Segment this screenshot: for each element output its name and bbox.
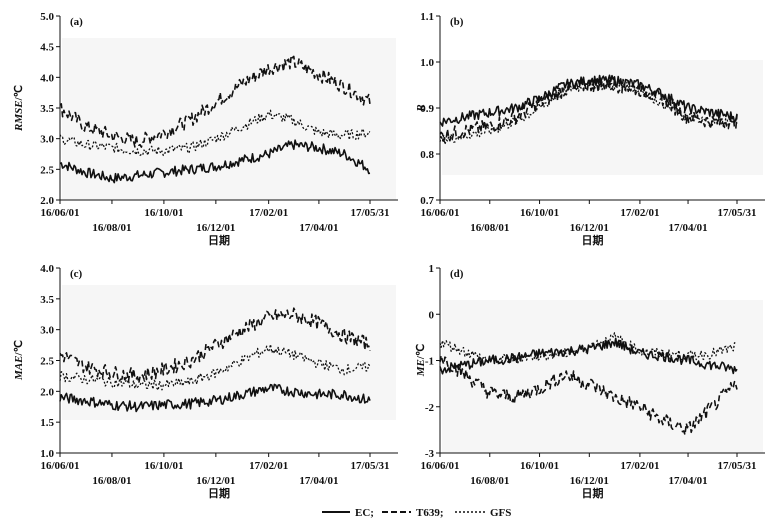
x-tick-label: 16/08/01 [470, 475, 509, 487]
y-tick-label: 3.5 [40, 103, 54, 115]
legend: EC; T639; GFS [322, 507, 511, 519]
x-tick-label: 16/10/01 [520, 460, 559, 472]
panel-a: 2.0 2.5 3.0 3.5 4.0 4.5 5.0 16/06/01 16/10/01 17/… [13, 11, 398, 247]
x-tick-label: 17/02/01 [620, 460, 659, 472]
panel-label: (d) [450, 268, 464, 280]
x-axis-title: 日期 [582, 233, 604, 247]
series-line-t639 [439, 354, 738, 436]
panel-b: 0.7 0.8 0.9 1.0 1.1 16/06/01 16/10/01 17/02/01 1… [415, 11, 765, 247]
x-tick-label: 16/10/01 [520, 207, 559, 219]
y-tick-label: 0.7 [420, 195, 434, 207]
x-tick-label: 16/12/01 [570, 475, 609, 487]
x-tick-label: 16/10/01 [144, 460, 183, 472]
x-tick-label: 17/02/01 [620, 207, 659, 219]
y-tick-label: 1.0 [420, 57, 434, 69]
y-tick-label: 3.0 [40, 325, 54, 337]
x-tick-label: 16/08/01 [92, 222, 131, 234]
y-tick-label: 4.0 [40, 72, 54, 84]
panel-c: 1.0 1.5 2.0 2.5 3.0 3.5 4.0 16/06/01 16/10/01 17/… [13, 263, 398, 500]
x-tick-label: 16/06/01 [40, 207, 79, 219]
y-tick-label: 5.0 [40, 11, 54, 23]
y-tick-label: 0.8 [420, 149, 434, 161]
y-tick-label: 2.5 [40, 164, 54, 176]
series-line-gfs [439, 79, 738, 146]
series-line-gfs [439, 332, 738, 365]
x-tick-label: 17/04/01 [299, 222, 338, 234]
x-axis-title: 日期 [582, 486, 604, 500]
x-tick-label: 17/04/01 [668, 475, 707, 487]
x-tick-label: 16/12/01 [196, 222, 235, 234]
x-tick-label: 17/04/01 [299, 475, 338, 487]
y-tick-label: -2 [425, 402, 435, 414]
series-line-ec [59, 383, 371, 413]
series-line-ec [439, 74, 738, 127]
y-tick-label: 4.0 [40, 263, 54, 275]
legend-t639-label: T639; [416, 507, 444, 519]
series-line-ec [59, 139, 371, 184]
y-tick-label: 0.9 [420, 103, 434, 115]
series-line-t639 [59, 54, 371, 148]
x-tick-label: 16/06/01 [420, 460, 459, 472]
y-axis-title: MAE/℃ [13, 340, 25, 381]
x-tick-label: 17/04/01 [668, 222, 707, 234]
legend-gfs-label: GFS [490, 507, 511, 519]
panel-label: (a) [70, 16, 83, 28]
x-tick-label: 17/05/31 [717, 460, 756, 472]
series-line-gfs [59, 109, 371, 157]
y-tick-label: -1 [425, 356, 434, 368]
x-tick-label: 17/02/01 [249, 460, 288, 472]
x-tick-label: 17/02/01 [249, 207, 288, 219]
y-tick-label: 1.5 [40, 417, 54, 429]
y-tick-label: 1.1 [420, 11, 434, 23]
x-tick-label: 17/05/31 [350, 460, 389, 472]
plot-area-shade [62, 285, 396, 420]
y-axis-title: R [415, 104, 427, 112]
x-tick-label: 16/06/01 [420, 207, 459, 219]
panel-label: (c) [70, 268, 83, 280]
series-line-gfs [59, 343, 371, 391]
x-tick-label: 16/08/01 [92, 475, 131, 487]
y-tick-label: 3.5 [40, 294, 54, 306]
plot-area-shade [62, 38, 396, 200]
panel-label: (b) [450, 16, 464, 28]
y-tick-label: 2.0 [40, 195, 54, 207]
y-tick-label: 2.5 [40, 356, 54, 368]
x-tick-label: 17/05/31 [350, 207, 389, 219]
y-tick-label: 3.0 [40, 134, 54, 146]
x-tick-label: 16/10/01 [144, 207, 183, 219]
series-line-ec [439, 337, 738, 375]
y-axis-title: RMSE/℃ [13, 85, 25, 132]
y-tick-label: 1.0 [40, 448, 54, 460]
x-tick-label: 16/12/01 [570, 222, 609, 234]
y-tick-label: -3 [425, 448, 435, 460]
x-tick-label: 17/05/31 [717, 207, 756, 219]
plot-area-shade [442, 300, 763, 453]
x-tick-label: 16/08/01 [470, 222, 509, 234]
x-tick-label: 16/06/01 [40, 460, 79, 472]
y-tick-label: 2.0 [40, 386, 54, 398]
y-tick-label: 4.5 [40, 42, 54, 54]
x-axis-title: 日期 [208, 233, 230, 247]
panel-d: -3 -2 -1 0 1 16/06/01 16/10/01 17/02/01 17/05/31… [415, 263, 765, 500]
series-line-t639 [59, 307, 371, 384]
x-tick-label: 16/12/01 [196, 475, 235, 487]
x-axis-title: 日期 [208, 486, 230, 500]
legend-ec-label: EC; [355, 507, 374, 519]
y-tick-label: 1 [429, 263, 435, 275]
y-tick-label: 0 [429, 309, 435, 321]
y-axis-title: ME/℃ [415, 344, 427, 378]
